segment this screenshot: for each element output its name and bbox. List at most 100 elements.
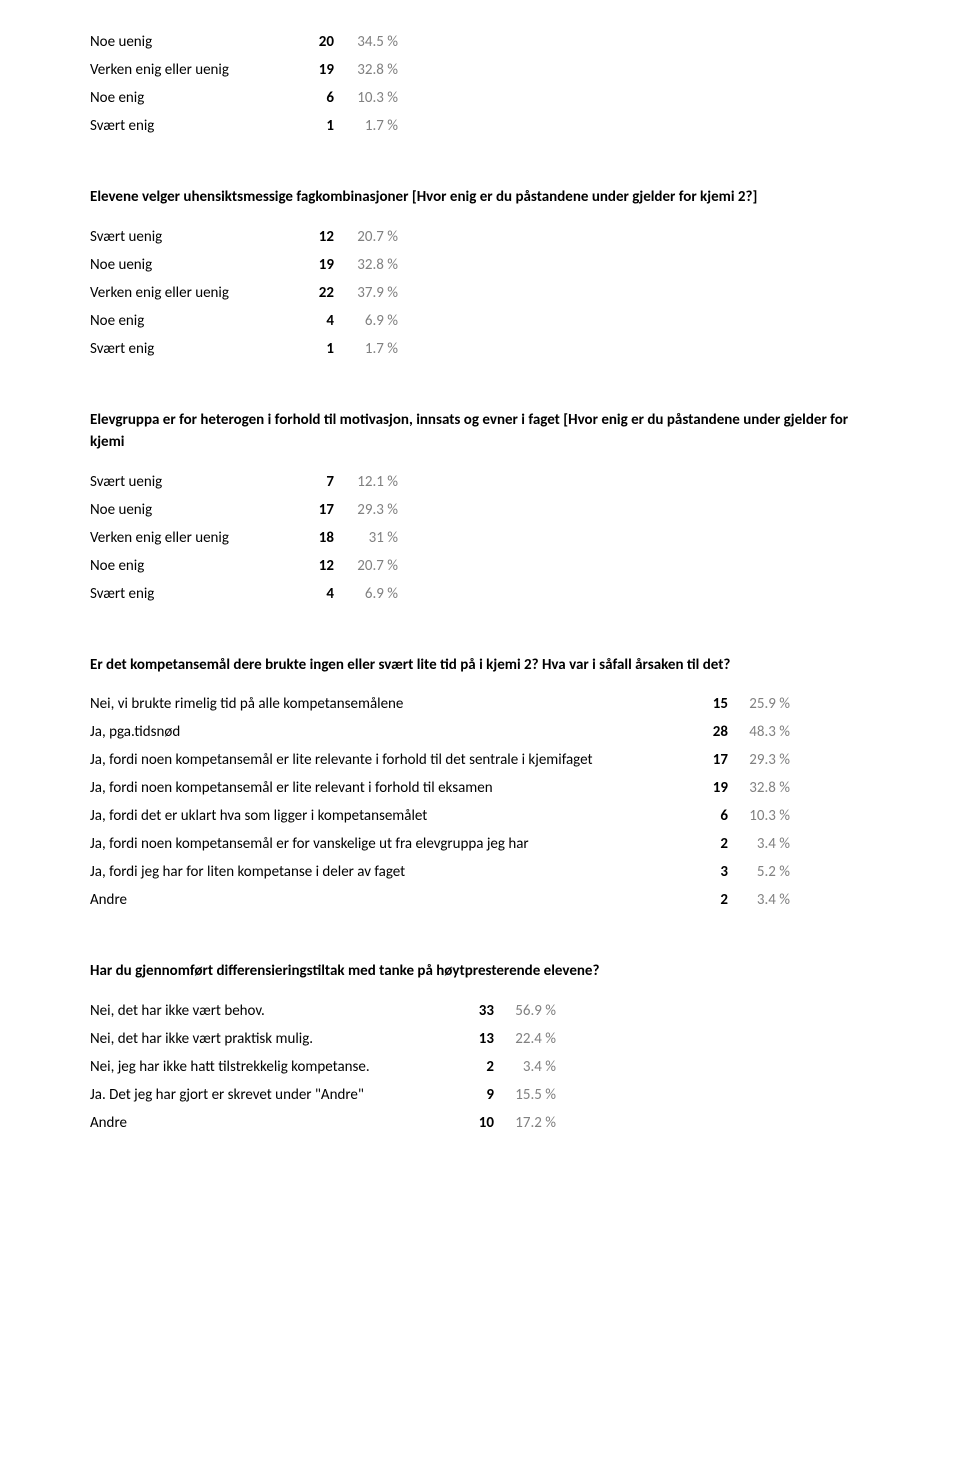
table-row: Svært uenig712.1 % [90, 468, 398, 496]
response-count: 18 [300, 524, 334, 552]
response-count: 7 [300, 468, 334, 496]
response-percent: 48.3 % [728, 718, 790, 746]
response-count: 4 [300, 307, 334, 335]
response-percent: 32.8 % [728, 774, 790, 802]
response-count: 3 [694, 858, 728, 886]
table-row: Andre1017.2 % [90, 1109, 556, 1137]
table-row: Nei, det har ikke vært behov.3356.9 % [90, 997, 556, 1025]
response-percent: 3.4 % [728, 886, 790, 914]
table-row: Ja, pga.tidsnød2848.3 % [90, 718, 790, 746]
response-table: Noe uenig2034.5 %Verken enig eller uenig… [90, 28, 398, 140]
response-count: 10 [460, 1109, 494, 1137]
table-row: Ja, fordi noen kompetansemål er for vans… [90, 830, 790, 858]
response-percent: 10.3 % [728, 802, 790, 830]
response-table: Nei, vi brukte rimelig tid på alle kompe… [90, 690, 790, 914]
response-percent: 20.7 % [334, 223, 398, 251]
survey-section: Elevene velger uhensiktsmessige fagkombi… [90, 186, 870, 363]
response-percent: 22.4 % [494, 1025, 556, 1053]
response-percent: 5.2 % [728, 858, 790, 886]
response-label: Verken enig eller uenig [90, 56, 300, 84]
table-row: Nei, det har ikke vært praktisk mulig.13… [90, 1025, 556, 1053]
table-row: Nei, jeg har ikke hatt tilstrekkelig kom… [90, 1053, 556, 1081]
response-count: 33 [460, 997, 494, 1025]
response-count: 28 [694, 718, 728, 746]
table-row: Verken enig eller uenig1932.8 % [90, 56, 398, 84]
table-row: Svært enig46.9 % [90, 580, 398, 608]
response-percent: 29.3 % [334, 496, 398, 524]
response-count: 2 [694, 886, 728, 914]
response-label: Verken enig eller uenig [90, 279, 300, 307]
response-count: 17 [300, 496, 334, 524]
response-label: Noe uenig [90, 251, 300, 279]
response-label: Noe uenig [90, 496, 300, 524]
response-percent: 20.7 % [334, 552, 398, 580]
response-percent: 34.5 % [334, 28, 398, 56]
table-row: Ja, fordi noen kompetansemål er lite rel… [90, 746, 790, 774]
table-row: Svært enig11.7 % [90, 335, 398, 363]
table-row: Noe enig1220.7 % [90, 552, 398, 580]
response-label: Ja, fordi noen kompetansemål er lite rel… [90, 774, 694, 802]
response-label: Noe enig [90, 84, 300, 112]
response-label: Ja, fordi noen kompetansemål er for vans… [90, 830, 694, 858]
table-row: Verken enig eller uenig2237.9 % [90, 279, 398, 307]
response-count: 12 [300, 223, 334, 251]
table-row: Svært enig11.7 % [90, 112, 398, 140]
response-label: Nei, vi brukte rimelig tid på alle kompe… [90, 690, 694, 718]
table-row: Noe uenig1729.3 % [90, 496, 398, 524]
response-count: 20 [300, 28, 334, 56]
table-row: Ja, fordi det er uklart hva som ligger i… [90, 802, 790, 830]
survey-section: Er det kompetansemål dere brukte ingen e… [90, 654, 870, 915]
response-count: 4 [300, 580, 334, 608]
response-label: Ja, fordi jeg har for liten kompetanse i… [90, 858, 694, 886]
table-row: Noe uenig2034.5 % [90, 28, 398, 56]
response-label: Nei, det har ikke vært praktisk mulig. [90, 1025, 460, 1053]
response-table: Svært uenig712.1 %Noe uenig1729.3 %Verke… [90, 468, 398, 608]
table-row: Ja. Det jeg har gjort er skrevet under "… [90, 1081, 556, 1109]
response-label: Ja. Det jeg har gjort er skrevet under "… [90, 1081, 460, 1109]
response-label: Svært enig [90, 112, 300, 140]
survey-page: Noe uenig2034.5 %Verken enig eller uenig… [0, 0, 960, 1223]
table-row: Ja, fordi noen kompetansemål er lite rel… [90, 774, 790, 802]
response-percent: 32.8 % [334, 56, 398, 84]
response-label: Ja, fordi noen kompetansemål er lite rel… [90, 746, 694, 774]
survey-section: Elevgruppa er for heterogen i forhold ti… [90, 409, 870, 608]
response-label: Svært uenig [90, 223, 300, 251]
response-label: Andre [90, 1109, 460, 1137]
response-count: 19 [694, 774, 728, 802]
response-count: 1 [300, 335, 334, 363]
response-count: 19 [300, 251, 334, 279]
response-label: Svært enig [90, 580, 300, 608]
response-count: 9 [460, 1081, 494, 1109]
question-title: Elevgruppa er for heterogen i forhold ti… [90, 409, 870, 454]
response-count: 17 [694, 746, 728, 774]
question-title: Er det kompetansemål dere brukte ingen e… [90, 654, 870, 677]
response-count: 19 [300, 56, 334, 84]
response-percent: 12.1 % [334, 468, 398, 496]
response-percent: 1.7 % [334, 335, 398, 363]
response-percent: 31 % [334, 524, 398, 552]
table-row: Noe enig610.3 % [90, 84, 398, 112]
question-title: Elevene velger uhensiktsmessige fagkombi… [90, 186, 870, 209]
response-label: Andre [90, 886, 694, 914]
response-percent: 3.4 % [494, 1053, 556, 1081]
table-row: Andre23.4 % [90, 886, 790, 914]
response-percent: 1.7 % [334, 112, 398, 140]
response-percent: 6.9 % [334, 307, 398, 335]
response-label: Svært enig [90, 335, 300, 363]
response-percent: 10.3 % [334, 84, 398, 112]
question-title: Har du gjennomført differensieringstilta… [90, 960, 870, 983]
response-count: 12 [300, 552, 334, 580]
table-row: Noe enig46.9 % [90, 307, 398, 335]
response-count: 15 [694, 690, 728, 718]
response-percent: 37.9 % [334, 279, 398, 307]
response-count: 2 [460, 1053, 494, 1081]
response-table: Svært uenig1220.7 %Noe uenig1932.8 %Verk… [90, 223, 398, 363]
survey-section: Har du gjennomført differensieringstilta… [90, 960, 870, 1137]
response-table: Nei, det har ikke vært behov.3356.9 %Nei… [90, 997, 556, 1137]
table-row: Noe uenig1932.8 % [90, 251, 398, 279]
response-percent: 6.9 % [334, 580, 398, 608]
response-count: 1 [300, 112, 334, 140]
response-label: Noe uenig [90, 28, 300, 56]
response-label: Verken enig eller uenig [90, 524, 300, 552]
response-percent: 25.9 % [728, 690, 790, 718]
